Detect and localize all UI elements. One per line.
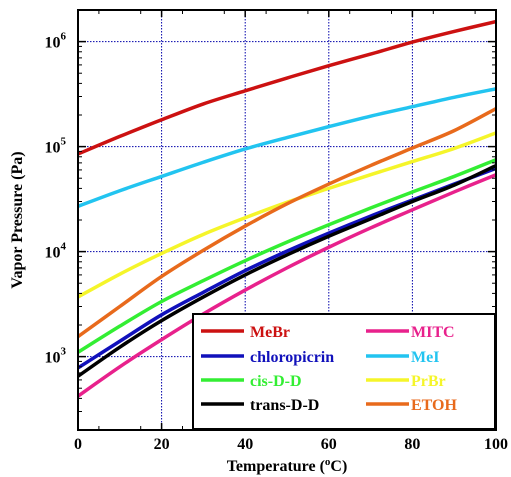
- legend-item-cis-d-d: cis-D-D: [201, 373, 302, 390]
- x-axis-title-prefix: Temperature (: [227, 458, 325, 475]
- legend-label: cis-D-D: [250, 373, 302, 390]
- x-tick-label: 80: [404, 436, 420, 453]
- legend-item-etoh: ETOH: [366, 397, 458, 414]
- x-tick-label: 60: [321, 436, 337, 453]
- x-axis-title-degree: o: [325, 456, 331, 468]
- legend-label: trans-D-D: [250, 397, 319, 414]
- legend-label: MeBr: [250, 324, 290, 341]
- series-line-mitc: [78, 172, 496, 398]
- legend-label: MeI: [411, 349, 439, 366]
- legend-item-mebr: MeBr: [201, 324, 290, 341]
- legend-item-mei: MeI: [366, 349, 439, 366]
- y-axis-title: Vapor Pressure (Pa): [9, 151, 26, 288]
- legend-item-prbr: PrBr: [366, 373, 446, 390]
- series-line-prbr: [78, 131, 496, 299]
- legend: MeBr MITC chloropicrin MeI cis-D-D PrBr trans-…: [192, 313, 496, 430]
- x-tick-label: 0: [74, 436, 82, 453]
- series-line-cis-d-d: [78, 157, 496, 355]
- series-line-mei: [78, 87, 496, 209]
- series-line-etoh: [78, 106, 496, 339]
- series-line-trans-d-d: [78, 163, 496, 378]
- x-tick-label: 100: [484, 436, 508, 453]
- series-lines: [78, 19, 496, 398]
- legend-box: [192, 313, 496, 430]
- axis-ticks: 0 20 40 60 80 100 103 104 105 106: [45, 10, 508, 453]
- legend-label: chloropicrin: [250, 349, 334, 366]
- y-tick-label: 104: [45, 241, 67, 262]
- legend-label: PrBr: [411, 373, 446, 390]
- legend-label: ETOH: [411, 397, 458, 414]
- x-axis-title: Temperature (oC): [227, 456, 348, 475]
- y-tick-label: 103: [45, 346, 67, 367]
- legend-item-chloropicrin: chloropicrin: [201, 349, 334, 366]
- x-axis-title-suffix: C): [330, 458, 347, 475]
- x-tick-label: 20: [154, 436, 170, 453]
- y-tick-label: 105: [45, 136, 67, 157]
- legend-label: MITC: [411, 324, 455, 341]
- legend-item-mitc: MITC: [366, 324, 455, 341]
- x-tick-label: 40: [237, 436, 253, 453]
- legend-item-trans-d-d: trans-D-D: [201, 397, 319, 414]
- series-line-mebr: [78, 19, 496, 156]
- y-tick-label: 106: [45, 31, 67, 52]
